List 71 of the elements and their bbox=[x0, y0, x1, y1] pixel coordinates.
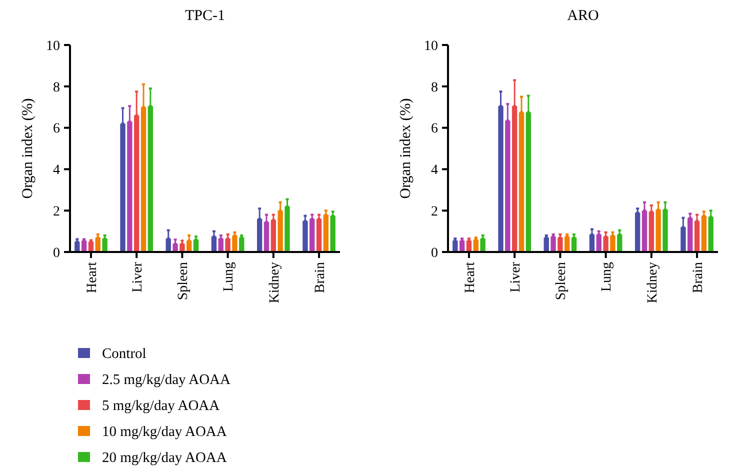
y-tick-label: 6 bbox=[431, 122, 438, 137]
x-tick-label: Kidney bbox=[645, 262, 660, 304]
bar bbox=[688, 218, 693, 252]
bar bbox=[680, 227, 686, 252]
x-tick-label: Spleen bbox=[176, 262, 192, 300]
bar bbox=[505, 120, 510, 252]
bar bbox=[310, 218, 315, 252]
bar bbox=[480, 238, 486, 252]
legend-label: 2.5 mg/kg/day AOAA bbox=[102, 372, 232, 388]
x-tick-label: Spleen bbox=[554, 262, 570, 300]
bar bbox=[662, 210, 668, 252]
bar bbox=[648, 212, 654, 252]
y-axis-title: Organ index (%) bbox=[398, 98, 414, 199]
legend-label: Control bbox=[102, 346, 146, 362]
x-tick-label: Kidney bbox=[267, 262, 282, 304]
bar bbox=[270, 220, 276, 252]
bar bbox=[127, 122, 132, 252]
y-tick-label: 4 bbox=[431, 163, 438, 178]
x-tick-label: Liver bbox=[130, 262, 146, 292]
bar bbox=[610, 235, 616, 252]
bar bbox=[102, 238, 108, 252]
bar bbox=[634, 212, 640, 252]
bar bbox=[134, 115, 140, 252]
bar bbox=[225, 238, 230, 252]
bar bbox=[526, 112, 532, 252]
bar bbox=[603, 236, 608, 252]
y-tick-label: 10 bbox=[46, 38, 60, 54]
y-tick-label: 8 bbox=[53, 80, 60, 96]
bar bbox=[140, 107, 146, 252]
bar bbox=[512, 106, 518, 252]
bar bbox=[148, 106, 154, 252]
y-tick-label: 10 bbox=[424, 38, 438, 54]
x-tick-label: Brain bbox=[690, 262, 706, 294]
bar bbox=[518, 112, 524, 252]
x-tick-label: Lung bbox=[600, 262, 615, 292]
y-tick-label: 8 bbox=[431, 80, 438, 96]
bar bbox=[120, 124, 126, 252]
bar bbox=[316, 218, 322, 252]
bar bbox=[278, 210, 283, 252]
legend-label: 5 mg/kg/day AOAA bbox=[102, 398, 220, 414]
x-tick-label: Lung bbox=[222, 262, 237, 292]
bar bbox=[330, 216, 336, 252]
bar bbox=[323, 214, 329, 252]
x-tick-label: Brain bbox=[312, 262, 328, 294]
bar bbox=[232, 235, 238, 252]
bar bbox=[656, 210, 661, 252]
bar bbox=[558, 238, 563, 252]
bar bbox=[708, 216, 714, 252]
y-tick-label: 6 bbox=[53, 122, 60, 137]
bar bbox=[694, 220, 700, 252]
legend-label: 10 mg/kg/day AOAA bbox=[102, 424, 228, 440]
y-tick-label: 2 bbox=[431, 204, 438, 220]
x-tick-label: Liver bbox=[508, 262, 524, 292]
y-tick-label: 4 bbox=[53, 163, 60, 178]
chart-title: TPC-1 bbox=[184, 8, 226, 24]
bar bbox=[701, 216, 707, 252]
legend-label: 20 mg/kg/day AOAA bbox=[102, 450, 228, 466]
bar bbox=[498, 106, 504, 252]
bar bbox=[550, 236, 556, 252]
x-tick-label: Heart bbox=[84, 262, 100, 294]
chart-title: ARO bbox=[567, 8, 599, 24]
bar bbox=[264, 222, 270, 252]
bar bbox=[642, 210, 648, 252]
x-tick-label: Heart bbox=[462, 262, 478, 294]
y-tick-label: 2 bbox=[53, 204, 60, 220]
y-tick-label: 0 bbox=[53, 246, 60, 261]
y-axis-title: Organ index (%) bbox=[20, 98, 36, 199]
bar bbox=[256, 218, 262, 252]
bar bbox=[302, 220, 308, 252]
y-tick-label: 0 bbox=[431, 246, 438, 261]
bar bbox=[284, 206, 290, 252]
